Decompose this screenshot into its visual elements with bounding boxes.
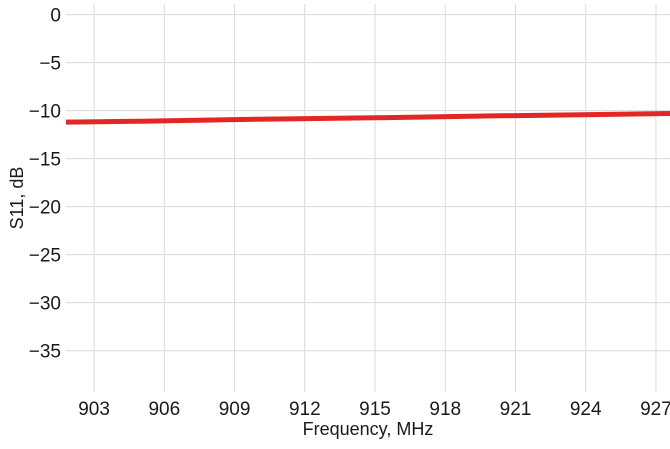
x-tick-label: 915 (359, 399, 391, 420)
x-gridlines (93, 4, 657, 392)
y-tick-label: −10 (29, 102, 61, 123)
x-tick-label: 903 (78, 399, 110, 420)
y-tick-labels: 0 −5 −10 −15 −20 −25 −30 −35 (29, 6, 61, 363)
y-tick-label: −15 (29, 150, 61, 171)
y-tick-label: 0 (50, 6, 61, 27)
y-gridlines (66, 14, 670, 352)
x-tick-label: 912 (289, 399, 321, 420)
y-tick-label: −20 (29, 198, 61, 219)
series-layer (65, 111, 670, 125)
y-tick-label: −30 (29, 294, 61, 315)
x-tick-label: 909 (219, 399, 251, 420)
y-tick-label: −35 (29, 342, 61, 363)
x-tick-label: 927 (640, 399, 670, 420)
x-tick-label: 918 (429, 399, 461, 420)
x-tick-labels: 903 906 909 912 915 918 921 924 927 (78, 399, 670, 420)
x-tick-label: 924 (570, 399, 602, 420)
y-tick-label: −25 (29, 246, 61, 267)
y-tick-label: −5 (39, 54, 61, 75)
series-line (65, 111, 670, 125)
plot-area (66, 4, 670, 392)
x-tick-label: 921 (500, 399, 532, 420)
y-axis-label: S11, dB (7, 167, 27, 230)
x-tick-label: 906 (148, 399, 180, 420)
x-axis-label: Frequency, MHz (303, 419, 434, 439)
